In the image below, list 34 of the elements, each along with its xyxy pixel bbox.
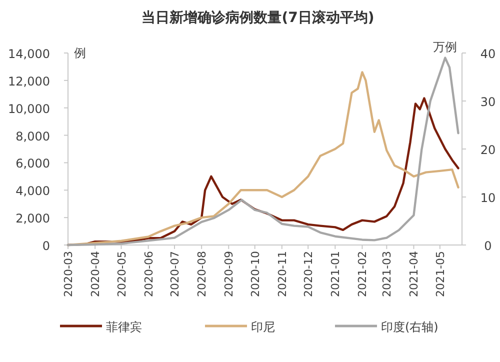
x-tick-label: 2020-12 (302, 251, 316, 297)
x-tick-label: 2020-04 (89, 251, 102, 297)
y-tick-label: 14,000 (8, 47, 50, 61)
legend-label: 印尼 (251, 320, 275, 334)
y2-tick-label: 10 (480, 191, 496, 205)
x-tick-label: 2020-07 (168, 251, 182, 297)
y2-axis-title: 万例 (433, 40, 457, 54)
y-tick-label: 0 (42, 239, 50, 253)
legend-label: 菲律宾 (106, 320, 142, 334)
x-tick-label: 2020-03 (62, 251, 75, 297)
chart-title: 当日新增确诊病例数量(7日滚动平均) (142, 9, 374, 26)
y-tick-label: 12,000 (8, 74, 50, 88)
legend-label: 印度(右轴) (381, 320, 438, 334)
y2-tick-label: 20 (480, 143, 496, 157)
y-tick-label: 8,000 (16, 129, 50, 144)
x-tick-label: 2021-02 (356, 251, 370, 297)
y-tick-label: 2,000 (16, 212, 50, 226)
x-tick-label: 2021-03 (380, 251, 394, 297)
y-tick-label: 4,000 (16, 184, 50, 198)
x-tick-label: 2020-10 (248, 251, 262, 297)
x-tick-label: 2020-11 (276, 251, 289, 297)
x-tick-label: 2021-01 (329, 251, 342, 297)
x-tick-label: 2020-05 (115, 251, 128, 297)
y2-tick-label: 0 (484, 239, 492, 253)
y-axis-title: 例 (74, 46, 86, 60)
y-tick-label: 10,000 (8, 102, 50, 116)
x-tick-label: 2021-05 (434, 251, 447, 297)
y-tick-label: 6,000 (16, 156, 50, 171)
y2-tick-label: 30 (480, 95, 496, 109)
x-tick-label: 2020-08 (196, 251, 209, 297)
x-tick-label: 2020-06 (142, 251, 156, 297)
y2-tick-label: 40 (480, 47, 496, 61)
x-tick-label: 2021-04 (408, 251, 421, 297)
x-tick-label: 2020-09 (222, 251, 236, 297)
